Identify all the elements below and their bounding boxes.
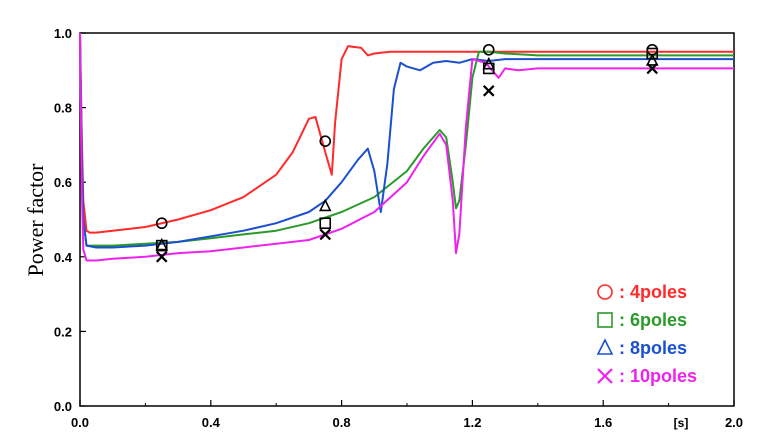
- x-marker: [482, 85, 495, 97]
- y-tick-label: 0.6: [54, 175, 72, 190]
- x-tick-label: 0.4: [202, 415, 221, 430]
- x-marker: [155, 251, 168, 263]
- legend-label: : 8poles: [619, 338, 687, 358]
- plot-area: [79, 32, 735, 407]
- y-tick-label: 1.0: [54, 26, 72, 41]
- x-marker: [646, 62, 659, 75]
- series-line: [79, 32, 734, 234]
- y-tick-label: 0.0: [54, 399, 72, 414]
- series-markers: [155, 43, 659, 263]
- circle-marker: [482, 43, 495, 56]
- triangle-marker: [645, 53, 659, 66]
- triangle-marker: [596, 338, 614, 355]
- x-marker: [319, 228, 332, 241]
- triangle-marker: [318, 198, 332, 212]
- y-tick-label: 0.2: [54, 324, 72, 339]
- series-line: [79, 32, 734, 247]
- legend-label: : 10poles: [619, 366, 697, 386]
- series-line: [79, 32, 734, 249]
- square-marker: [646, 47, 659, 60]
- legend-label: : 6poles: [619, 310, 687, 330]
- x-tick-label: 2.0: [725, 415, 743, 430]
- circle-marker: [155, 217, 168, 230]
- x-marker: [597, 368, 613, 384]
- triangle-marker: [155, 237, 169, 251]
- y-tick-label: 0.8: [54, 101, 72, 116]
- circle-marker: [597, 284, 613, 300]
- square-marker: [319, 217, 332, 230]
- legend: : 4poles : 6poles : 8poles : 10poles: [596, 282, 697, 386]
- axis-ticks: 0.0 0.4 0.8 1.2 1.6 2.0 0.0 0.2 0.4 0.6 0.8 1.0: [54, 26, 743, 430]
- x-tick-label: 1.6: [594, 415, 612, 430]
- series-lines: [79, 32, 734, 262]
- triangle-marker: [482, 56, 496, 70]
- x-axis-unit: [s]: [674, 416, 689, 430]
- y-axis-label: Power factor: [23, 163, 48, 277]
- square-marker: [597, 312, 613, 328]
- x-tick-label: 1.2: [463, 415, 481, 430]
- x-tick-label: 0.8: [333, 415, 351, 430]
- y-tick-label: 0.4: [54, 250, 73, 265]
- legend-label: : 4poles: [619, 282, 687, 302]
- circle-marker: [319, 135, 332, 147]
- series-line: [79, 32, 734, 262]
- x-tick-label: 0.0: [71, 415, 89, 430]
